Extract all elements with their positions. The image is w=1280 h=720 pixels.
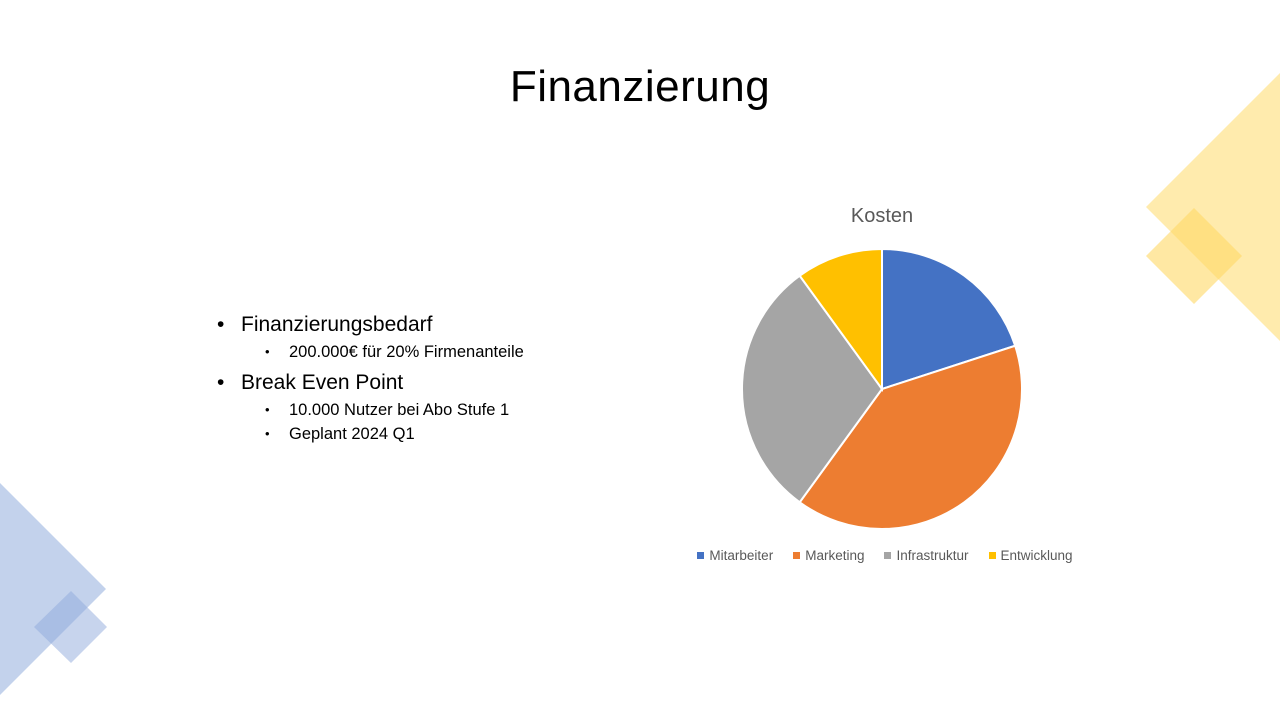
bullet-dot: • <box>265 344 270 359</box>
chart-legend: Mitarbeiter Marketing Infrastruktur Entwick… <box>660 548 1110 563</box>
sub-bullet-item: • 10.000 Nutzer bei Abo Stufe 1 <box>216 398 636 422</box>
legend-swatch <box>988 552 996 559</box>
pie-svg <box>741 247 1023 530</box>
deco-blue-large <box>0 483 106 695</box>
deco-yellow-large <box>1146 73 1280 341</box>
bullet-item: • Finanzierungsbedarf <box>216 310 636 340</box>
bullet-dot: • <box>217 313 225 336</box>
legend-label: Mitarbeiter <box>709 548 774 563</box>
bullet-dot: • <box>265 402 270 417</box>
bullet-dot: • <box>217 371 225 394</box>
sub-bullet-text: 10.000 Nutzer bei Abo Stufe 1 <box>289 401 510 419</box>
legend-swatch <box>697 552 705 559</box>
chart-title: Kosten <box>850 205 914 227</box>
sub-bullet-text: 200.000€ für 20% Firmenanteile <box>289 343 524 361</box>
pie-slice-marketing <box>798 344 1023 530</box>
legend-label: Marketing <box>805 548 865 563</box>
bullet-text: Break Even Point <box>241 371 404 394</box>
legend-swatch <box>793 552 801 559</box>
slide-title: Finanzierung <box>509 62 771 111</box>
legend-swatch <box>884 552 892 559</box>
deco-yellow-small <box>1146 208 1242 304</box>
bullet-text: Finanzierungsbedarf <box>241 313 433 336</box>
legend-item-infrastruktur: Infrastruktur <box>884 548 969 563</box>
bullet-list: • Finanzierungsbedarf • 200.000€ für 20%… <box>216 310 636 446</box>
pie-slice-mitarbeiter <box>881 247 1017 391</box>
legend-item-entwicklung: Entwicklung <box>988 548 1073 563</box>
legend-item-mitarbeiter: Mitarbeiter <box>697 548 773 563</box>
sub-bullet-text: Geplant 2024 Q1 <box>289 425 415 443</box>
bullet-dot: • <box>265 426 270 441</box>
pie-slice-entwicklung <box>798 247 883 393</box>
bullet-item: • Break Even Point <box>216 368 636 398</box>
deco-blue-small <box>34 591 107 663</box>
legend-item-marketing: Marketing <box>793 548 864 563</box>
legend-label: Entwicklung <box>1000 548 1073 563</box>
sub-bullet-item: • Geplant 2024 Q1 <box>216 422 636 446</box>
pie-chart: Kosten Mitarbeiter Marketing Infrastruktur… <box>660 195 1110 585</box>
legend-label: Infrastruktur <box>896 548 969 563</box>
pie-slice-infrastruktur <box>741 274 884 504</box>
sub-bullet-item: • 200.000€ für 20% Firmenanteile <box>216 340 636 364</box>
